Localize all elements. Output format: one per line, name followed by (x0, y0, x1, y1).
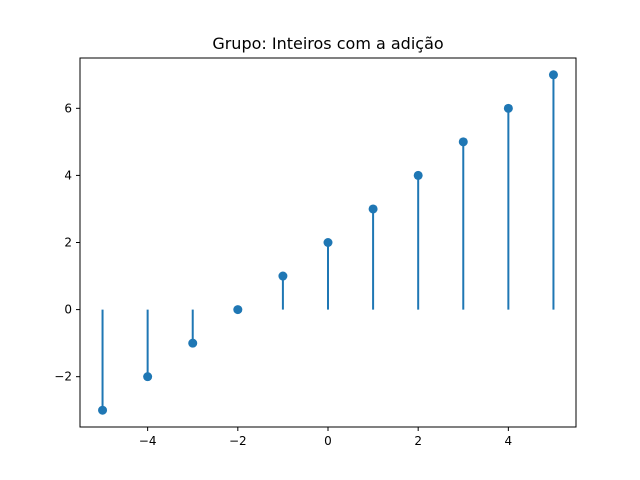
stem-marker (143, 372, 153, 382)
plot-area (98, 70, 558, 415)
y-tick-label: 4 (64, 168, 72, 182)
stem-marker (413, 170, 423, 180)
stem-marker (503, 103, 513, 113)
y-tick-label: 6 (64, 101, 72, 115)
x-tick-label: 2 (414, 434, 422, 448)
x-tick-label: −2 (229, 434, 247, 448)
stem-marker (458, 137, 468, 147)
stem-marker (323, 238, 333, 247)
stem-marker (233, 305, 243, 315)
stem-marker (368, 204, 378, 214)
chart-title: Grupo: Inteiros com a adição (212, 34, 443, 53)
stem-marker (278, 271, 288, 281)
y-tick-label: −2 (54, 370, 72, 384)
stem-marker (548, 70, 558, 80)
stem-marker (188, 338, 198, 348)
y-tick-label: 0 (64, 303, 72, 317)
y-tick-label: 2 (64, 236, 72, 250)
x-tick-label: 4 (505, 434, 513, 448)
x-tick-label: 0 (324, 434, 332, 448)
x-tick-label: −4 (139, 434, 157, 448)
stem-marker (98, 405, 108, 415)
